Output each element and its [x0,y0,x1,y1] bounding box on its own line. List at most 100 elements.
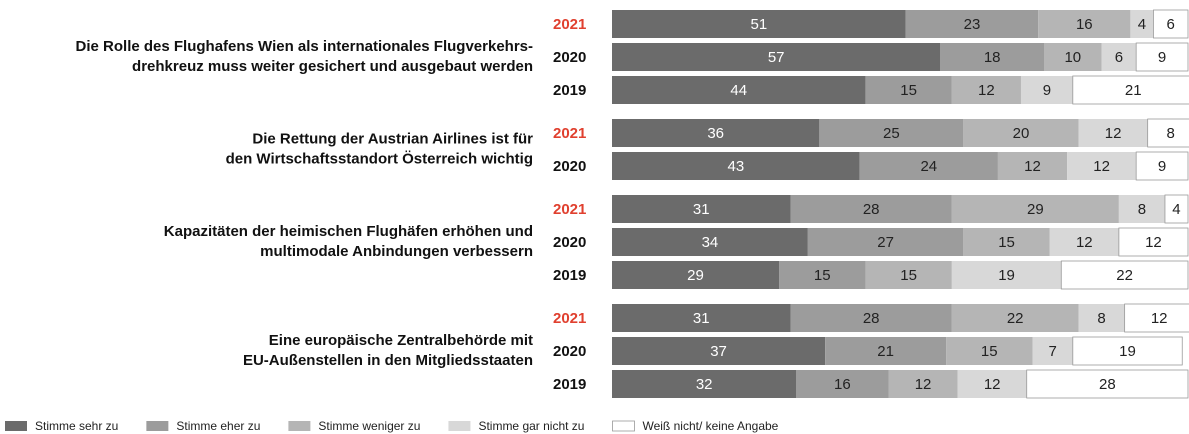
bar-segment [1118,227,1189,257]
bar-segment [1038,10,1131,38]
value-label: 20 [1013,125,1030,142]
year-label: 2020 [553,158,586,175]
value-label: 28 [863,201,880,218]
bar-segment [940,43,1044,71]
year-label: 2020 [553,343,586,360]
value-label: 12 [984,376,1001,393]
year-label: 2021 [553,201,586,218]
legend-swatch [612,420,635,432]
value-label: 15 [998,234,1015,251]
bar-segment [612,228,808,256]
bar-segment [612,261,780,289]
legend-label: Weiß nicht/ keine Angabe [642,419,778,433]
bar-segment [1153,9,1189,39]
group-label: Die Rettung der Austrian Airlines ist fü… [252,130,533,147]
value-label: 19 [1119,343,1136,360]
value-label: 19 [998,267,1015,284]
year-label: 2019 [553,82,586,99]
year-label: 2020 [553,234,586,251]
bar-segment [951,195,1119,223]
value-label: 12 [1145,234,1162,251]
value-label: 9 [1043,82,1051,99]
bar-segment [612,43,941,71]
bar-segment [951,76,1021,104]
group-label: multimodale Anbindungen verbessern [260,243,533,260]
value-label: 6 [1167,16,1175,33]
legend-label: Stimme weniger zu [318,419,420,433]
bar-segment [1135,42,1189,72]
bar-segment [612,304,791,332]
bar-segment [865,76,952,104]
value-label: 23 [964,16,981,33]
group-label: EU-Außenstellen in den Mitgliedsstaaten [243,352,533,369]
bar-segment [963,119,1079,147]
value-label: 8 [1097,310,1105,327]
bar-segment [1067,152,1137,180]
value-label: 27 [877,234,894,251]
bar-segment [1060,260,1189,290]
bar-segment [1124,303,1189,333]
value-label: 12 [1093,158,1110,175]
bar-segment [1032,337,1073,365]
year-label: 2020 [553,49,586,66]
bar-segment [612,119,820,147]
value-label: 12 [1076,234,1093,251]
value-label: 34 [702,234,719,251]
group-label: Kapazitäten der heimischen Flughäfen erh… [164,223,533,240]
bar-segment [612,152,860,180]
value-label: 4 [1172,201,1180,218]
value-label: 57 [768,49,785,66]
bar-segment [612,370,797,398]
bar-segment [612,195,791,223]
bar-segment [1135,151,1189,181]
value-label: 28 [863,310,880,327]
value-label: 29 [687,267,704,284]
group-label: Eine europäische Zentralbehörde mit [269,332,533,349]
value-label: 15 [900,82,917,99]
value-label: 9 [1158,49,1166,66]
value-label: 15 [900,267,917,284]
legend-label: Stimme gar nicht zu [478,419,584,433]
year-label: 2021 [553,16,586,33]
bar-segment [1020,76,1073,104]
bar-segment [1049,228,1119,256]
bar-segment [790,304,952,332]
value-label: 24 [920,158,937,175]
year-label: 2021 [553,310,586,327]
bar-segment [957,370,1027,398]
value-label: 15 [981,343,998,360]
bar-segment [779,261,866,289]
value-label: 28 [1099,376,1116,393]
value-label: 12 [978,82,995,99]
value-label: 22 [1007,310,1024,327]
legend-swatch [5,421,27,431]
value-label: 12 [1024,158,1041,175]
bar-segment [946,337,1033,365]
bar-segment [1130,10,1154,38]
year-label: 2021 [553,125,586,142]
bar-segment [905,10,1039,38]
bar-segment [865,261,952,289]
value-label: 31 [693,310,710,327]
value-label: 8 [1138,201,1146,218]
bar-segment [1147,118,1189,148]
bar-segment [612,337,826,365]
bar-segment [1164,194,1189,224]
bar-segment [1101,43,1137,71]
value-label: 31 [693,201,710,218]
bar-segment [951,304,1079,332]
legend-label: Stimme sehr zu [35,419,118,433]
value-label: 29 [1027,201,1044,218]
value-label: 18 [984,49,1001,66]
bar-segment [1072,75,1189,105]
value-label: 16 [1076,16,1093,33]
legend-swatch [146,421,169,431]
value-label: 22 [1116,267,1133,284]
value-label: 12 [1105,125,1122,142]
legend-swatch [448,421,471,431]
group-label: drehkreuz muss weiter gesichert und ausg… [132,58,533,75]
bar-segment [963,228,1050,256]
bar-segment [951,261,1062,289]
bar-segment [1072,336,1183,366]
